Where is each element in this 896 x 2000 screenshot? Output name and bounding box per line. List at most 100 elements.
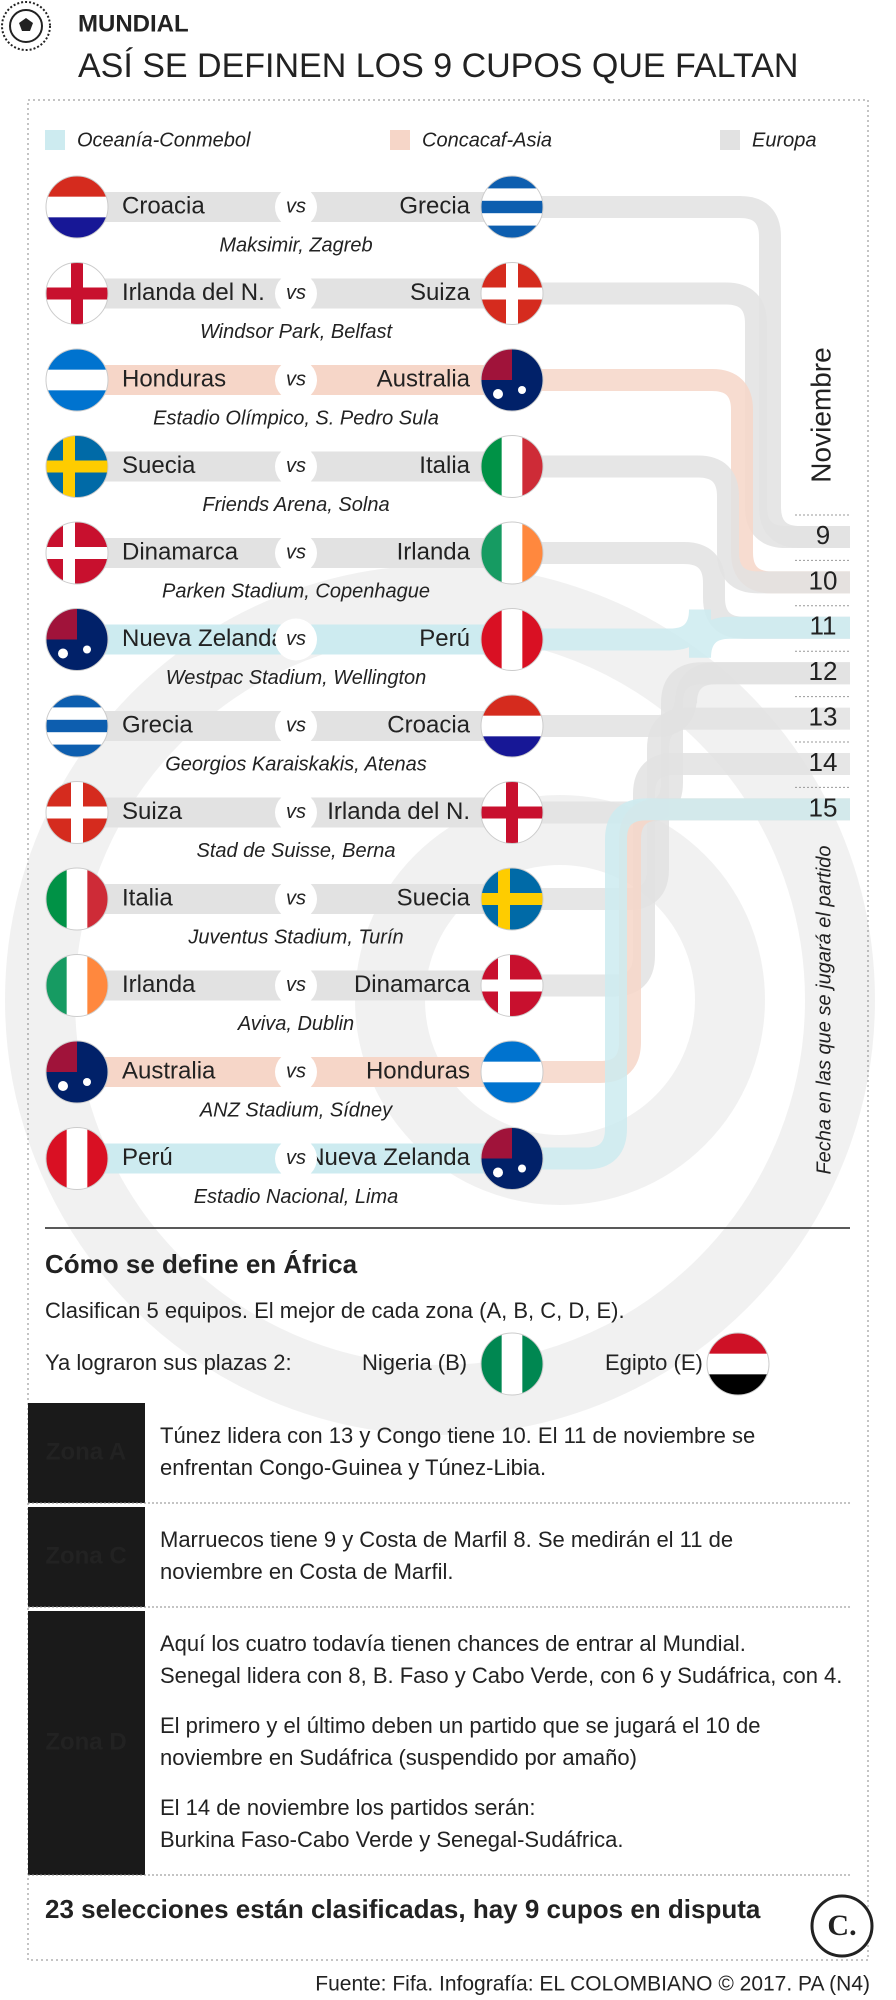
vs: vs [286,541,306,563]
venue: Friends Arena, Solna [202,494,389,516]
flag [481,608,543,671]
flag-border [45,608,109,671]
flag [46,1127,108,1190]
flag-stripe [501,522,523,584]
logo: C. [827,1909,856,1942]
away-team: Irlanda [397,538,471,565]
flag [481,1041,543,1103]
flag [46,262,108,325]
flag [481,349,543,411]
flag-star [493,389,503,399]
vs: vs [286,887,306,909]
qualified-team: Egipto (E) [605,1350,703,1375]
flag-border [480,1332,544,1396]
africa-intro: Clasifican 5 equipos. El mejor de cada z… [45,1298,625,1323]
section-label: MUNDIAL [78,10,189,37]
frame [27,99,869,1961]
flag-star [493,1167,503,1178]
flag [481,695,543,757]
date-caption: Fecha en las que se jugará el partido [813,845,835,1174]
vs-badge [275,964,317,1007]
flag-stripe [87,1127,108,1190]
legend-label: Oceanía-Conmebol [77,129,251,151]
date: 13 [809,701,838,731]
away-team: Croacia [387,711,470,738]
flag-cross [481,893,543,905]
vs: vs [286,714,306,736]
zone-text: Senegal lidera con 8, B. Faso y Cabo Ver… [160,1663,842,1688]
home-team: Dinamarca [122,538,239,565]
flag-cross [46,806,108,819]
flag-stripe [481,200,543,214]
flag [481,1333,543,1395]
flag-star [518,1164,526,1173]
flag-border [480,175,544,239]
flag [46,695,108,757]
flag-stripe [707,1333,769,1355]
venue: Georgios Karaiskakis, Atenas [165,753,427,775]
zone-text: El primero y el último deben un partido … [160,1713,760,1738]
flag-border [480,954,544,1017]
zone-text: Túnez lidera con 13 y Congo tiene 10. El… [160,1423,755,1448]
home-team: Perú [122,1144,173,1171]
flag-star [58,648,68,659]
flag-border [480,781,544,844]
flag [46,1041,108,1103]
legend-swatch [720,130,740,150]
date: 9 [816,520,830,550]
away-team: Irlanda del N. [327,798,470,825]
venue: Westpac Stadium, Wellington [166,667,427,689]
home-team: Suiza [122,798,183,825]
flag-border [480,867,544,931]
legend-label: Concacaf-Asia [422,129,552,151]
flag-stripe [481,715,543,737]
zone-label-bg [28,1403,145,1503]
flag-stripe [46,954,68,1017]
vs-badge [275,186,317,228]
flag-border [480,521,544,585]
away-team: Grecia [399,192,470,219]
venue: Maksimir, Zagreb [219,234,372,256]
flag-cross [46,547,108,559]
date: 10 [809,565,838,595]
vs: vs [286,628,306,650]
zone-text: El 14 de noviembre los partidos serán: [160,1795,535,1820]
flag-border [45,781,109,844]
vs-badge [275,445,317,488]
flag-stripe [87,954,108,1017]
vs-badge [275,359,317,401]
flag-stripe [481,1061,543,1083]
home-team: Honduras [122,365,226,392]
date: 14 [809,747,838,777]
flag-stripe [501,435,523,498]
vs: vs [286,1060,306,1082]
flag-star [83,645,91,654]
flag-stripe [481,695,543,717]
flag-stripe [481,225,543,238]
zone-label: Zona D [45,1728,126,1755]
month: Noviembre [805,347,836,482]
connector [520,282,850,548]
flag [481,781,543,844]
away-team: Perú [419,625,470,652]
venue: ANZ Stadium, Sídney [199,1099,393,1121]
flag-stripe [522,522,543,584]
flag-stripe [46,176,108,198]
flag-stripe [46,1127,68,1190]
flag-border [480,608,544,671]
flag-stripe [46,390,108,411]
flag-stripe [501,1333,523,1395]
date: 12 [809,656,838,686]
flag-stripe [481,608,503,671]
flag-stripe [522,1333,543,1395]
flag-stripe [481,736,543,757]
flag-stripe [481,213,543,227]
flag-stripe [46,695,108,708]
flag-stripe [481,1041,543,1063]
flag-stripe [66,1127,88,1190]
flag [46,435,108,498]
logo-ring [810,1894,874,1958]
flag-stripe [46,217,108,238]
flag-stripe [522,435,543,498]
connector [520,608,850,659]
